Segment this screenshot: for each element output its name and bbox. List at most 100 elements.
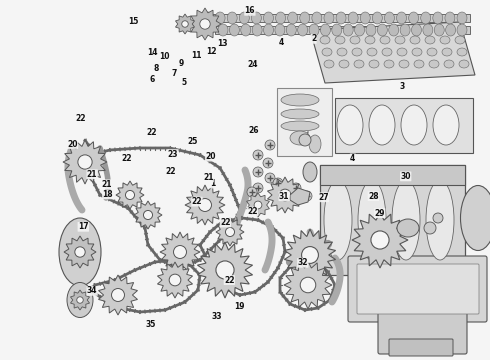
- Text: 24: 24: [247, 60, 258, 69]
- Ellipse shape: [324, 12, 334, 24]
- Text: 22: 22: [75, 114, 86, 123]
- Ellipse shape: [367, 48, 377, 56]
- Ellipse shape: [320, 36, 330, 44]
- Text: 28: 28: [368, 192, 379, 201]
- Text: 7: 7: [172, 69, 176, 78]
- Polygon shape: [175, 14, 195, 34]
- Text: 23: 23: [168, 150, 178, 159]
- Polygon shape: [284, 229, 336, 281]
- Circle shape: [301, 247, 319, 264]
- Text: 21: 21: [101, 180, 112, 189]
- Ellipse shape: [440, 36, 450, 44]
- Ellipse shape: [358, 180, 386, 260]
- Text: 21: 21: [87, 170, 98, 179]
- Polygon shape: [284, 261, 332, 309]
- Text: 25: 25: [187, 137, 197, 146]
- Text: 22: 22: [247, 207, 258, 216]
- Text: 15: 15: [128, 17, 139, 26]
- Ellipse shape: [229, 24, 240, 36]
- Text: 22: 22: [165, 167, 176, 176]
- Polygon shape: [116, 181, 144, 209]
- Ellipse shape: [421, 12, 431, 24]
- Ellipse shape: [339, 60, 349, 68]
- Text: 1: 1: [211, 179, 216, 188]
- Polygon shape: [185, 185, 225, 225]
- Ellipse shape: [389, 24, 399, 36]
- Ellipse shape: [392, 180, 420, 260]
- Ellipse shape: [218, 24, 228, 36]
- Ellipse shape: [352, 48, 362, 56]
- Ellipse shape: [275, 24, 285, 36]
- Circle shape: [299, 134, 311, 146]
- Text: 33: 33: [211, 311, 222, 320]
- Ellipse shape: [336, 12, 346, 24]
- Circle shape: [253, 167, 263, 177]
- Circle shape: [78, 155, 92, 169]
- Circle shape: [225, 228, 235, 237]
- Polygon shape: [310, 22, 475, 83]
- Ellipse shape: [429, 60, 439, 68]
- Polygon shape: [98, 275, 138, 315]
- Ellipse shape: [442, 48, 452, 56]
- Polygon shape: [246, 193, 270, 217]
- Circle shape: [253, 183, 263, 193]
- Ellipse shape: [400, 24, 410, 36]
- Ellipse shape: [365, 36, 375, 44]
- Bar: [215, 26, 470, 34]
- Ellipse shape: [239, 12, 249, 24]
- Ellipse shape: [366, 24, 376, 36]
- Ellipse shape: [410, 36, 420, 44]
- Circle shape: [273, 178, 283, 188]
- Bar: [277, 88, 332, 156]
- Ellipse shape: [397, 48, 407, 56]
- Ellipse shape: [264, 24, 273, 36]
- Ellipse shape: [355, 24, 365, 36]
- FancyBboxPatch shape: [378, 308, 467, 354]
- Circle shape: [265, 173, 275, 183]
- Polygon shape: [197, 242, 252, 298]
- Ellipse shape: [360, 12, 370, 24]
- Circle shape: [424, 222, 436, 234]
- Ellipse shape: [372, 12, 382, 24]
- Ellipse shape: [286, 24, 296, 36]
- Ellipse shape: [459, 60, 469, 68]
- Ellipse shape: [423, 24, 433, 36]
- Circle shape: [291, 183, 301, 193]
- Circle shape: [77, 297, 83, 303]
- Ellipse shape: [252, 24, 262, 36]
- Circle shape: [144, 211, 152, 220]
- Ellipse shape: [288, 12, 297, 24]
- Ellipse shape: [412, 48, 422, 56]
- Text: 10: 10: [159, 53, 170, 62]
- Text: 8: 8: [153, 64, 158, 73]
- Text: 20: 20: [67, 140, 78, 149]
- Ellipse shape: [300, 12, 310, 24]
- Ellipse shape: [281, 109, 319, 119]
- Ellipse shape: [320, 24, 330, 36]
- Polygon shape: [63, 140, 107, 184]
- Circle shape: [253, 150, 263, 160]
- Ellipse shape: [427, 48, 437, 56]
- Ellipse shape: [309, 135, 321, 153]
- Text: 22: 22: [224, 276, 235, 284]
- Ellipse shape: [399, 60, 409, 68]
- Ellipse shape: [335, 36, 345, 44]
- Text: 9: 9: [179, 59, 184, 68]
- Ellipse shape: [322, 48, 332, 56]
- Circle shape: [254, 201, 262, 209]
- Polygon shape: [352, 212, 408, 268]
- Text: 22: 22: [192, 197, 202, 206]
- Text: 22: 22: [220, 218, 231, 227]
- Circle shape: [371, 231, 389, 249]
- Ellipse shape: [343, 24, 353, 36]
- Text: 27: 27: [318, 193, 329, 202]
- Ellipse shape: [281, 94, 319, 106]
- Text: 16: 16: [245, 6, 255, 15]
- Text: 19: 19: [234, 302, 245, 311]
- Polygon shape: [189, 8, 221, 40]
- Ellipse shape: [457, 12, 467, 24]
- Ellipse shape: [457, 48, 467, 56]
- Bar: [320, 165, 465, 275]
- Text: 35: 35: [146, 320, 156, 329]
- Ellipse shape: [369, 105, 395, 145]
